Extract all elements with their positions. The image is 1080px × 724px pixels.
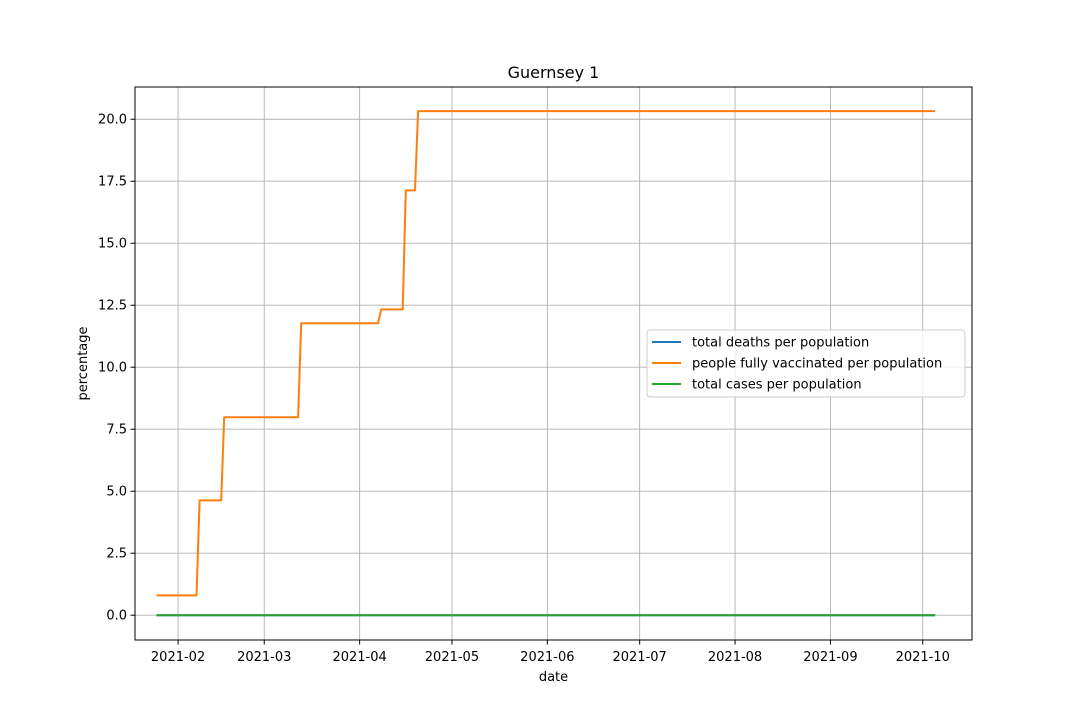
legend-label: total cases per population [692, 378, 862, 393]
legend: total deaths per population people fully … [646, 329, 966, 398]
y-axis-label: percentage [76, 326, 91, 400]
legend-label: total deaths per population [692, 336, 869, 351]
y-tick-label: 5.0 [106, 485, 127, 500]
y-tick-label: 10.0 [98, 361, 127, 376]
y-tick-label: 12.5 [98, 299, 127, 314]
y-tick-label: 17.5 [98, 175, 127, 190]
plot-lines [156, 110, 936, 617]
legend-label: people fully vaccinated per population [692, 357, 942, 372]
x-tick-label: 2021-07 [612, 650, 666, 665]
y-tick-label: 15.0 [98, 237, 127, 252]
y-tick-label: 0.0 [106, 609, 127, 624]
x-tick-label: 2021-04 [332, 650, 386, 665]
legend-box [646, 329, 966, 398]
y-tick-label: 2.5 [106, 547, 127, 562]
axis-ticks: 2021-02 2021-03 2021-04 2021-05 2021-06 2021-… [98, 113, 950, 665]
x-tick-label: 2021-10 [896, 650, 950, 665]
x-tick-label: 2021-06 [520, 650, 574, 665]
plot-frame [134, 86, 973, 641]
x-tick-label: 2021-05 [425, 650, 479, 665]
x-tick-label: 2021-08 [708, 650, 762, 665]
x-axis-label: date [539, 670, 568, 685]
y-tick-label: 20.0 [98, 113, 127, 128]
x-tick-label: 2021-09 [803, 650, 857, 665]
y-tick-label: 7.5 [106, 423, 127, 438]
x-tick-label: 2021-03 [237, 650, 291, 665]
series-line-2 [156, 110, 936, 597]
chart-title: Guernsey 1 [508, 63, 600, 82]
x-tick-label: 2021-02 [151, 650, 205, 665]
